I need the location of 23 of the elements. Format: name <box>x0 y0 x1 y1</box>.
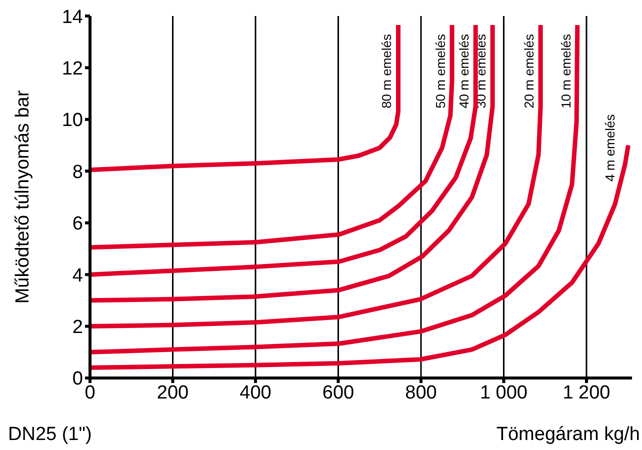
y-tick-label: 14 <box>62 6 84 28</box>
x-axis-title: Tömegáram kg/h <box>496 424 640 446</box>
x-tick-label: 600 <box>322 382 354 404</box>
y-tick-label: 12 <box>62 58 83 80</box>
x-tick-label: 200 <box>156 382 189 404</box>
text: 20 m emelés <box>522 34 537 108</box>
x-tick-label: 400 <box>240 382 272 404</box>
y-axis-title: Működtető túlnyomás bar <box>12 90 34 304</box>
y-tick-label: 8 <box>72 162 83 183</box>
text: 4 m emelés <box>602 114 618 182</box>
y-tick-label: 0 <box>72 368 83 390</box>
y-tick-label: 6 <box>72 214 83 235</box>
text: 40 m emelés <box>456 34 472 108</box>
text: 80 m emelés <box>379 34 394 108</box>
text: DN25 (1") <box>8 424 92 446</box>
y-tick-label: 2 <box>72 317 83 338</box>
x-tick-label: 1 000 <box>480 382 528 404</box>
y-tick-label: 10 <box>62 110 83 132</box>
text: 10 m emelés <box>558 34 574 108</box>
y-tick-label: 4 <box>72 265 84 286</box>
text: 50 m emelés <box>433 34 448 108</box>
x-tick-label: 800 <box>405 382 437 404</box>
x-tick-label: 1 200 <box>562 382 610 404</box>
